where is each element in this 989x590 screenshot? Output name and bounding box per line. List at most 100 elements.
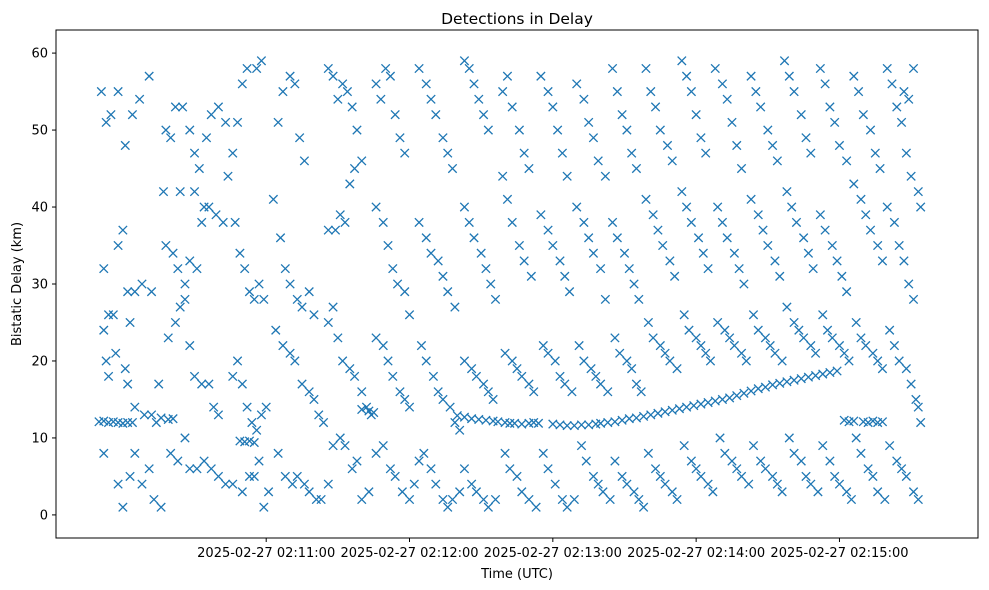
detection-point — [753, 325, 763, 335]
detection-point — [622, 125, 632, 135]
detection-point — [490, 494, 501, 505]
detection-point — [194, 163, 204, 174]
detection-point — [120, 364, 130, 374]
detection-point — [263, 487, 274, 497]
detection-point — [572, 79, 582, 89]
detection-point — [185, 125, 195, 135]
detection-point — [512, 471, 522, 482]
detection-point — [572, 202, 582, 212]
detection-point — [755, 456, 766, 466]
detection-point — [170, 102, 181, 112]
detection-point — [837, 271, 847, 281]
detection-point — [631, 163, 642, 174]
detection-point — [285, 279, 295, 289]
detection-point — [560, 379, 570, 389]
detection-point — [856, 194, 866, 204]
detection-point — [908, 487, 919, 497]
detection-point — [175, 186, 185, 197]
y-tick-label: 60 — [31, 47, 48, 62]
detection-point — [185, 464, 195, 474]
track-point — [674, 404, 685, 414]
track-point — [681, 402, 692, 412]
detection-point — [650, 102, 661, 112]
track-point — [832, 366, 842, 376]
detection-point — [727, 456, 737, 466]
detection-point — [390, 110, 400, 120]
detection-point — [443, 148, 453, 158]
detection-point — [705, 356, 716, 366]
detection-point — [397, 487, 408, 497]
detection-point — [555, 256, 565, 266]
detection-point — [660, 479, 670, 489]
detection-point — [770, 348, 780, 358]
detection-point — [464, 217, 474, 228]
detection-point — [404, 402, 415, 412]
detection-point — [794, 325, 804, 335]
detection-point — [180, 294, 190, 305]
detection-point — [841, 156, 852, 166]
detection-point — [259, 294, 269, 305]
detection-point — [304, 287, 314, 297]
detection-point — [763, 125, 773, 135]
detection-point — [447, 163, 458, 174]
track-point — [760, 382, 771, 392]
detection-point — [607, 63, 618, 74]
detection-point — [206, 110, 216, 120]
detection-point — [846, 494, 857, 505]
detection-point — [481, 263, 491, 274]
detection-point — [232, 356, 243, 366]
detection-point — [896, 464, 907, 474]
detection-point — [564, 287, 575, 297]
detection-point — [328, 71, 338, 81]
detection-point — [600, 294, 611, 305]
detection-point — [595, 379, 606, 389]
detection-point — [588, 133, 599, 143]
detection-point — [99, 325, 109, 335]
detection-point — [99, 263, 109, 274]
detection-point — [660, 348, 670, 358]
detection-point — [583, 233, 594, 243]
detection-point — [550, 479, 560, 489]
detection-point — [818, 310, 828, 320]
detection-point — [834, 340, 845, 351]
detection-point — [884, 440, 895, 451]
detection-point — [672, 364, 682, 374]
detection-point — [335, 433, 345, 443]
detection-point — [619, 248, 630, 258]
chart-title: Detections in Delay — [441, 10, 593, 28]
detection-point — [550, 356, 560, 366]
y-tick-label: 10 — [31, 431, 48, 446]
detection-point — [552, 125, 563, 135]
detection-point — [517, 371, 527, 382]
track-point — [877, 417, 888, 427]
detection-point — [536, 71, 546, 81]
detection-point — [887, 79, 897, 89]
detection-point — [392, 279, 403, 289]
detection-point — [156, 502, 166, 512]
detection-point — [916, 202, 926, 212]
detection-point — [739, 279, 749, 289]
track-point — [646, 410, 656, 420]
detection-point — [782, 302, 792, 312]
detection-point — [278, 86, 288, 97]
plot-frame — [55, 29, 979, 539]
detection-point — [784, 71, 794, 81]
detection-point — [648, 210, 658, 220]
detection-point — [204, 379, 214, 389]
detection-point — [122, 287, 133, 297]
detection-point — [615, 348, 625, 358]
detection-point — [691, 464, 701, 474]
detection-point — [333, 94, 343, 104]
detection-point — [371, 333, 381, 343]
detection-point — [732, 464, 742, 474]
detection-point — [438, 494, 448, 505]
detection-point — [567, 387, 577, 397]
track-point — [369, 407, 379, 418]
detection-point — [839, 348, 849, 358]
detection-point — [380, 63, 391, 74]
detection-point — [280, 471, 290, 482]
detection-point — [469, 233, 479, 243]
detection-point — [686, 86, 697, 97]
detection-point — [146, 410, 157, 420]
